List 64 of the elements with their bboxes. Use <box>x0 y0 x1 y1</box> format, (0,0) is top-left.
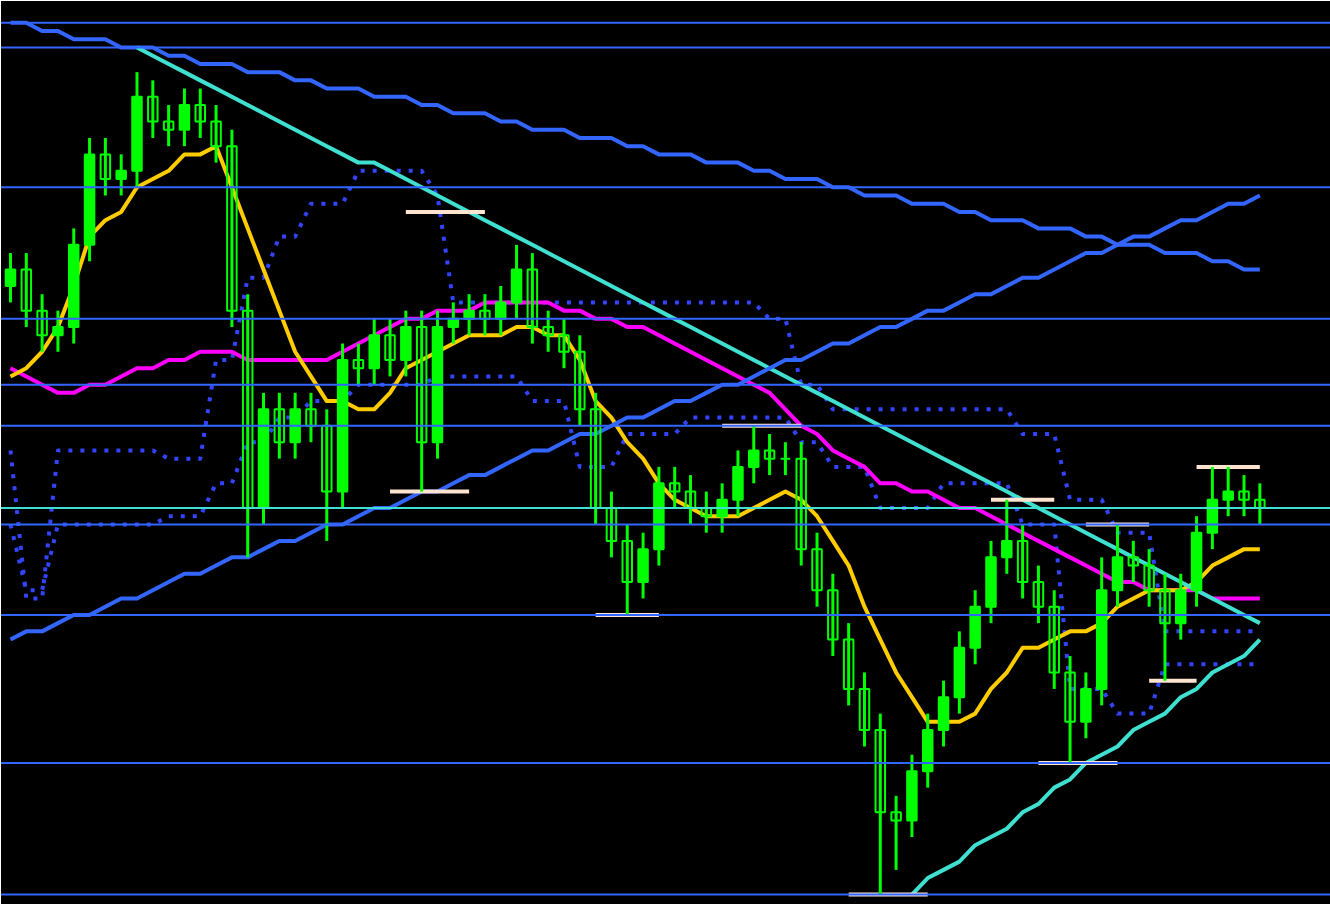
candlestick <box>937 679 950 749</box>
candlestick <box>1080 670 1092 740</box>
candlestick <box>684 473 697 526</box>
candlestick <box>52 309 64 354</box>
candlestick <box>1064 654 1076 765</box>
candlestick <box>621 522 633 617</box>
candlestick <box>400 309 412 378</box>
candlestick <box>178 87 191 148</box>
candlestick <box>526 251 539 346</box>
candlestick <box>574 333 586 428</box>
candlestick <box>542 309 554 354</box>
candlestick <box>479 292 491 337</box>
candlestick <box>194 87 207 140</box>
candlestick <box>1032 564 1045 625</box>
candlestick <box>842 621 855 707</box>
candlestick <box>827 572 839 658</box>
candlestick <box>763 432 776 477</box>
candlestick <box>1159 572 1171 683</box>
candlestick <box>241 292 254 559</box>
candlestick <box>605 490 618 559</box>
candlestick <box>969 588 981 666</box>
candlestick <box>20 251 33 329</box>
candlestick <box>668 465 681 510</box>
candlestick <box>226 128 238 329</box>
candlestick <box>921 712 934 790</box>
candlestick <box>1254 481 1266 526</box>
candlestick <box>811 531 823 609</box>
candlestick <box>36 292 48 354</box>
candlestick <box>700 490 713 535</box>
candlestick <box>210 103 222 165</box>
candlestick <box>748 424 760 485</box>
candlestick <box>1001 498 1013 576</box>
candlestick <box>1238 473 1250 518</box>
candlestick <box>289 391 301 461</box>
candlestick <box>1016 522 1029 600</box>
candlestick <box>890 794 902 872</box>
candlestick <box>321 407 333 543</box>
candlestick <box>1222 465 1234 518</box>
candlestick <box>384 317 396 378</box>
candlestick <box>1127 539 1140 584</box>
candlestick <box>162 103 175 148</box>
candlestick <box>99 136 112 197</box>
candlestick <box>273 391 286 461</box>
candlestick <box>874 712 887 897</box>
candlestick <box>637 531 649 600</box>
candlestick <box>795 440 807 568</box>
candlestick <box>1048 588 1060 691</box>
candlestick <box>510 243 523 321</box>
candlestick <box>305 391 317 444</box>
candlestick <box>732 448 744 518</box>
candlestick <box>115 152 127 197</box>
candlestick <box>147 78 159 140</box>
candlestick <box>716 481 728 535</box>
candlestick <box>352 342 365 387</box>
candlestick <box>415 309 428 494</box>
candlestick <box>4 251 17 304</box>
candlestick <box>368 317 380 387</box>
candlestick <box>1111 522 1124 609</box>
candlestick <box>858 670 871 749</box>
candlestick <box>1175 572 1187 642</box>
candlestick <box>589 391 602 526</box>
candlestick <box>558 317 570 370</box>
candlestick <box>1143 547 1155 609</box>
candlestick <box>779 440 792 477</box>
